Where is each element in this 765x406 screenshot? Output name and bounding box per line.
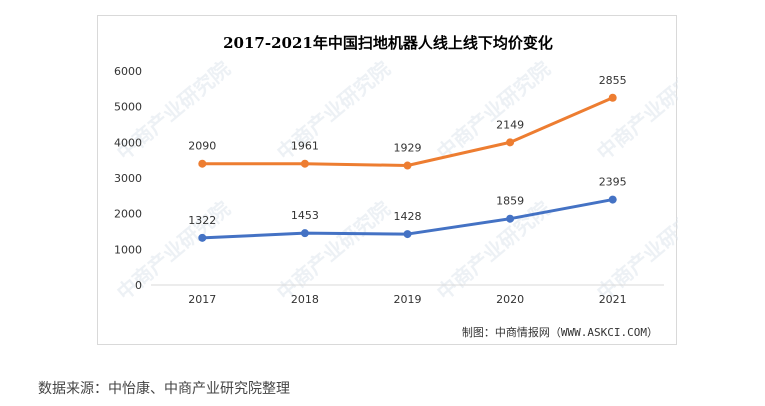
- data-label: 1322: [188, 214, 216, 227]
- series-point: [198, 159, 207, 168]
- data-label: 1428: [394, 210, 422, 223]
- y-tick-label: 5000: [114, 101, 142, 114]
- series-point: [300, 229, 309, 238]
- x-tick-label: 2019: [394, 293, 422, 306]
- series-point: [198, 233, 207, 242]
- x-tick-label: 2018: [291, 293, 319, 306]
- y-tick-label: 6000: [114, 65, 142, 78]
- chart-credit: 制图：中商情报网（WWW.ASKCI.COM）: [461, 326, 658, 339]
- data-label: 1961: [291, 140, 319, 153]
- data-label: 2855: [599, 74, 627, 87]
- y-tick-label: 3000: [114, 172, 142, 185]
- chart-frame: 2017-2021年中国扫地机器人线上线下均价变化 中商产业研究院 中商产业研究院…: [97, 15, 678, 345]
- watermark-text: 中商产业研究院: [432, 56, 555, 164]
- y-tick-label: 0: [135, 279, 142, 292]
- x-tick-label: 2020: [496, 293, 524, 306]
- data-label: 2090: [188, 140, 216, 153]
- data-label: 1859: [496, 195, 524, 208]
- chart-title: 2017-2021年中国扫地机器人线上线下均价变化: [223, 34, 553, 52]
- series-point: [300, 159, 309, 168]
- series-point: [403, 161, 412, 170]
- series-point: [608, 93, 617, 102]
- y-tick-label: 4000: [114, 136, 142, 149]
- data-label: 1929: [394, 142, 422, 155]
- series-point: [506, 214, 515, 223]
- data-label: 2395: [599, 176, 627, 189]
- watermark-text: 中商产业研究院: [592, 56, 678, 164]
- watermark-text: 中商产业研究院: [592, 196, 678, 304]
- x-tick-label: 2017: [188, 293, 216, 306]
- y-tick-label: 2000: [114, 208, 142, 221]
- series-point: [403, 230, 412, 239]
- y-tick-label: 1000: [114, 243, 142, 256]
- x-tick-label: 2021: [599, 293, 627, 306]
- series-point: [608, 195, 617, 204]
- data-label: 1453: [291, 209, 319, 222]
- data-source-note: 数据来源：中怡康、中商产业研究院整理: [38, 381, 290, 397]
- series-point: [506, 138, 515, 147]
- series-line: [202, 96, 614, 168]
- data-label: 2149: [496, 118, 524, 131]
